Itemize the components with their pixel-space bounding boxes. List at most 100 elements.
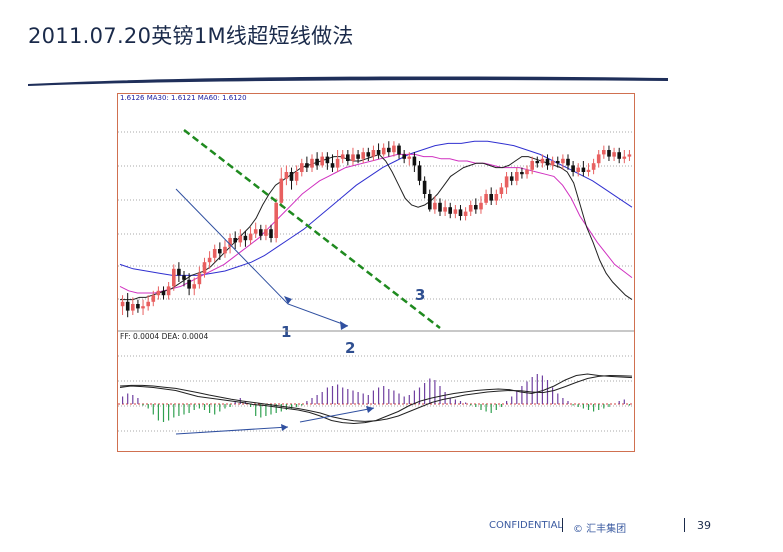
candle-body bbox=[622, 156, 627, 159]
candle-body bbox=[366, 152, 371, 157]
candle bbox=[484, 189, 488, 205]
candle-body bbox=[340, 154, 345, 159]
candle bbox=[289, 167, 294, 190]
candle bbox=[392, 141, 396, 157]
candle-body bbox=[330, 163, 335, 168]
candle-body bbox=[279, 178, 284, 203]
candle-body bbox=[602, 150, 606, 155]
candle-body bbox=[136, 304, 140, 309]
candle bbox=[422, 176, 427, 199]
candle bbox=[428, 189, 432, 212]
price-panel-header: 1.6126 MA30: 1.6121 MA60: 1.6120 bbox=[120, 94, 247, 102]
arrow-head bbox=[340, 321, 348, 330]
arrow-head bbox=[284, 296, 292, 304]
candle bbox=[248, 227, 253, 245]
candle-body bbox=[438, 202, 442, 212]
candle-body bbox=[453, 209, 458, 214]
annotation-label: 2 bbox=[345, 339, 355, 357]
candle-body bbox=[596, 154, 601, 164]
candle-body bbox=[294, 172, 299, 181]
candle bbox=[479, 196, 483, 214]
candle-body bbox=[207, 257, 212, 263]
candle bbox=[259, 224, 263, 241]
candle bbox=[586, 163, 591, 177]
candle bbox=[371, 145, 376, 161]
footer-confidential: CONFIDENTIAL bbox=[489, 520, 564, 531]
candle bbox=[238, 229, 243, 247]
candle bbox=[607, 145, 611, 161]
candle-body bbox=[556, 161, 560, 164]
candle bbox=[474, 198, 478, 214]
macd-panel bbox=[118, 373, 634, 435]
candle bbox=[294, 165, 299, 186]
candle-body bbox=[120, 301, 125, 307]
candle bbox=[458, 205, 463, 221]
candle-body bbox=[515, 172, 519, 181]
candle-body bbox=[356, 154, 360, 159]
candle-body bbox=[269, 229, 273, 238]
candles bbox=[120, 141, 632, 318]
candle bbox=[463, 207, 468, 221]
candle-body bbox=[182, 275, 186, 280]
page-title: 2011.07.20英镑1M线超短线做法 bbox=[28, 24, 354, 48]
candle bbox=[192, 277, 196, 296]
footer-separator bbox=[684, 518, 685, 532]
candle-body bbox=[607, 150, 611, 157]
candle bbox=[131, 297, 135, 315]
candle bbox=[243, 231, 248, 247]
candle-body bbox=[576, 167, 580, 172]
candle-body bbox=[212, 249, 217, 258]
candle bbox=[535, 156, 540, 168]
candle bbox=[346, 150, 350, 166]
moving-averages bbox=[119, 140, 633, 301]
candle bbox=[212, 244, 217, 263]
candle bbox=[207, 251, 212, 269]
candle bbox=[125, 293, 130, 318]
candle-body bbox=[545, 158, 550, 166]
candle bbox=[397, 143, 401, 159]
candle-body bbox=[412, 156, 417, 166]
candle-body bbox=[166, 286, 171, 296]
candle bbox=[284, 165, 289, 186]
macd-panel-header: FF: 0.0004 DEA: 0.0004 bbox=[120, 332, 208, 341]
candle-body bbox=[233, 238, 237, 243]
candle bbox=[489, 187, 493, 205]
candle-body bbox=[151, 295, 156, 302]
candle bbox=[330, 154, 335, 172]
candle-body bbox=[310, 158, 314, 168]
candle-body bbox=[566, 158, 570, 166]
pattern-arrow bbox=[175, 188, 349, 327]
candle-body bbox=[407, 156, 412, 159]
candle-body bbox=[325, 156, 330, 164]
candle-body bbox=[627, 154, 632, 157]
candle-body bbox=[591, 163, 596, 170]
candle-body bbox=[146, 301, 150, 307]
candle bbox=[305, 156, 309, 172]
candle-body bbox=[305, 163, 309, 168]
candle-body bbox=[381, 147, 386, 155]
candle bbox=[376, 143, 381, 159]
candle-body bbox=[131, 304, 135, 311]
candle-body bbox=[346, 154, 350, 161]
candle-body bbox=[417, 165, 422, 181]
candle bbox=[525, 165, 529, 179]
candle bbox=[274, 198, 278, 243]
candle bbox=[520, 167, 524, 179]
title-underline bbox=[28, 76, 668, 86]
candle-body bbox=[458, 209, 463, 216]
candle-body bbox=[443, 207, 447, 212]
candle-body bbox=[289, 172, 294, 181]
chart-canvas: 1 2 3 1.6126 MA30: 1.6121 MA60: 1.6120 FF:… bbox=[118, 94, 634, 435]
candle bbox=[561, 154, 565, 170]
candle bbox=[156, 286, 161, 300]
candle bbox=[571, 161, 575, 177]
candle bbox=[515, 167, 519, 186]
candle-body bbox=[561, 158, 565, 164]
grid-lines bbox=[118, 131, 634, 432]
candle-body bbox=[474, 205, 478, 210]
candle-body bbox=[509, 176, 514, 181]
candle-body bbox=[540, 158, 545, 164]
candle bbox=[335, 150, 340, 172]
candle bbox=[412, 152, 417, 172]
candle-body bbox=[581, 167, 586, 172]
